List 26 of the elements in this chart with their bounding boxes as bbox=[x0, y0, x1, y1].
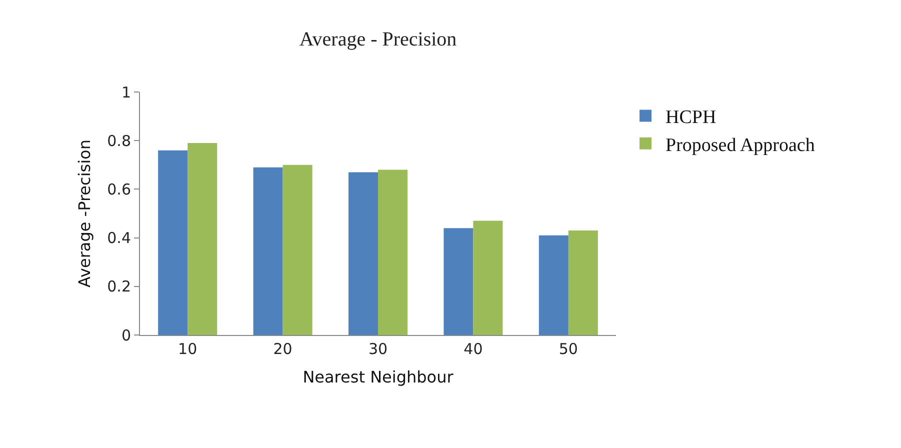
x-tick-label: 30 bbox=[368, 340, 388, 358]
y-tick-label: 0.4 bbox=[107, 229, 131, 248]
chart-title: Average - Precision bbox=[299, 28, 457, 50]
y-tick-label: 1 bbox=[121, 83, 131, 102]
bar bbox=[444, 228, 474, 335]
bar bbox=[348, 172, 378, 335]
y-tick-label: 0 bbox=[121, 326, 131, 344]
y-tick-label: 0.2 bbox=[107, 278, 131, 296]
bar bbox=[473, 220, 503, 335]
bar bbox=[378, 170, 408, 335]
x-tick-label: 10 bbox=[178, 340, 198, 358]
x-axis-title: Nearest Neighbour bbox=[302, 368, 454, 387]
bar bbox=[158, 150, 188, 335]
bar bbox=[282, 164, 312, 335]
bar bbox=[253, 167, 283, 335]
x-tick-label: 50 bbox=[558, 340, 578, 358]
bar bbox=[188, 143, 218, 335]
y-axis-title: Average -Precision bbox=[75, 140, 94, 288]
y-tick-label: 0.6 bbox=[107, 180, 131, 198]
legend-label: HCPH bbox=[666, 107, 716, 128]
legend-label: Proposed Approach bbox=[666, 134, 816, 156]
bar bbox=[538, 235, 568, 335]
y-tick-label: 0.8 bbox=[107, 132, 131, 150]
x-tick-label: 20 bbox=[273, 340, 292, 358]
x-tick-label: 40 bbox=[464, 340, 483, 358]
bar bbox=[568, 230, 598, 335]
